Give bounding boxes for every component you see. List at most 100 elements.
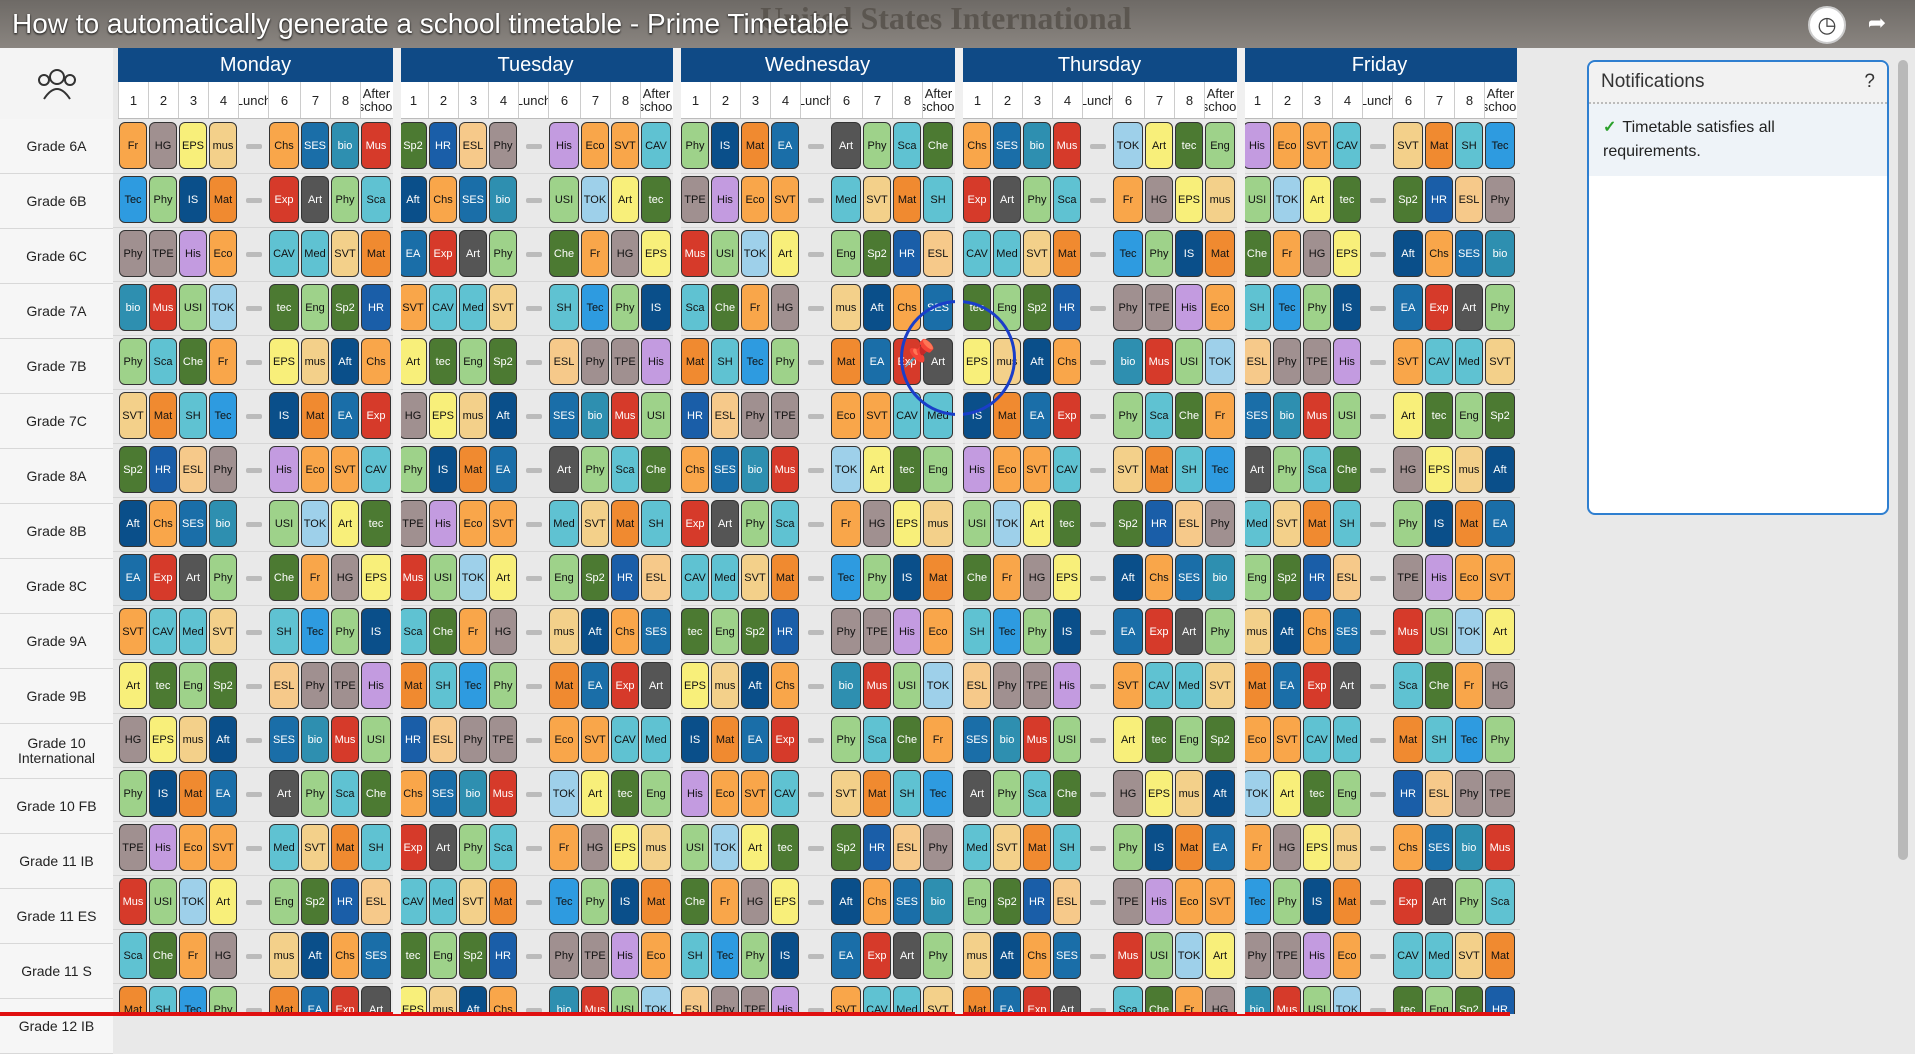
lesson-cell[interactable]: Che	[549, 230, 579, 277]
lesson-cell[interactable]: His	[681, 770, 709, 817]
lesson-cell[interactable]: EA	[399, 230, 427, 277]
lesson-cell[interactable]: SH	[549, 284, 579, 331]
lesson-cell[interactable]: Phy	[1113, 392, 1143, 439]
lesson-cell[interactable]: Sp2	[1023, 284, 1051, 331]
lesson-cell[interactable]: Phy	[1273, 878, 1301, 925]
grade-label[interactable]: Grade 11 ES	[0, 889, 113, 944]
lesson-cell[interactable]: TOK	[641, 986, 671, 1014]
lesson-cell[interactable]: IS	[711, 122, 739, 169]
lesson-cell[interactable]: Tec	[119, 176, 147, 223]
lesson-cell[interactable]: His	[1303, 932, 1331, 979]
lesson-cell[interactable]: TOK	[831, 446, 861, 493]
lesson-cell[interactable]: mus	[1243, 608, 1271, 655]
lesson-cell[interactable]: Phy	[711, 986, 739, 1014]
lesson-cell[interactable]: Exp	[963, 176, 991, 223]
lesson-cell[interactable]: TOK	[1113, 122, 1143, 169]
lesson-cell[interactable]: Phy	[1273, 338, 1301, 385]
lesson-cell[interactable]: Sp2	[301, 878, 329, 925]
lesson-cell[interactable]: TOK	[1205, 338, 1235, 385]
lesson-cell[interactable]: Tec	[581, 284, 609, 331]
lesson-cell[interactable]: ESL	[459, 122, 487, 169]
lesson-cell[interactable]: Eng	[1205, 122, 1235, 169]
lesson-cell[interactable]: His	[963, 446, 991, 493]
lesson-cell[interactable]: tec	[681, 608, 709, 655]
lesson-cell[interactable]: Exp	[1393, 878, 1423, 925]
lesson-cell[interactable]: Mus	[399, 554, 427, 601]
lesson-cell[interactable]: Med	[179, 608, 207, 655]
lesson-cell[interactable]: SVT	[119, 392, 147, 439]
lesson-cell[interactable]: TOK	[179, 878, 207, 925]
lesson-cell[interactable]: SH	[1455, 122, 1483, 169]
lesson-cell[interactable]: IS	[681, 716, 709, 763]
lesson-cell[interactable]: Eng	[641, 770, 671, 817]
lesson-cell[interactable]: Art	[1485, 608, 1515, 655]
lesson-cell[interactable]: Art	[459, 230, 487, 277]
lesson-cell[interactable]: Fr	[993, 554, 1021, 601]
lesson-cell[interactable]: EPS	[1333, 230, 1361, 277]
lesson-cell[interactable]: EPS	[429, 392, 457, 439]
lesson-cell[interactable]: ESL	[963, 662, 991, 709]
lesson-cell[interactable]: TOK	[1273, 176, 1301, 223]
lesson-cell[interactable]: Phy	[489, 122, 517, 169]
lesson-cell[interactable]: Mat	[489, 878, 517, 925]
lesson-cell[interactable]: Exp	[611, 662, 639, 709]
lesson-cell[interactable]: Phy	[489, 662, 517, 709]
lesson-cell[interactable]: EA	[1205, 824, 1235, 871]
day-header-monday[interactable]: Monday	[118, 48, 393, 82]
lesson-cell[interactable]: Aft	[489, 392, 517, 439]
lesson-cell[interactable]: Eng	[831, 230, 861, 277]
lesson-cell[interactable]: Eco	[711, 770, 739, 817]
lesson-cell[interactable]: Sca	[399, 608, 427, 655]
lesson-cell[interactable]: Mat	[331, 824, 359, 871]
lesson-cell[interactable]: Sca	[1485, 878, 1515, 925]
lesson-cell[interactable]: Aft	[1023, 338, 1051, 385]
lesson-cell[interactable]: Fr	[1455, 662, 1483, 709]
lesson-cell[interactable]: Mus	[1145, 338, 1173, 385]
lesson-cell[interactable]: SES	[1333, 608, 1361, 655]
lesson-cell[interactable]: Med	[641, 716, 671, 763]
lesson-cell[interactable]: mus	[923, 500, 953, 547]
lesson-cell[interactable]: Sp2	[581, 554, 609, 601]
lesson-cell[interactable]: Exp	[361, 392, 391, 439]
lesson-cell[interactable]: Sca	[893, 122, 921, 169]
lesson-cell[interactable]: Med	[429, 878, 457, 925]
lesson-cell[interactable]: SES	[893, 878, 921, 925]
lesson-cell[interactable]: USI	[963, 500, 991, 547]
lesson-cell[interactable]: Che	[361, 770, 391, 817]
lesson-cell[interactable]: mus	[963, 932, 991, 979]
lesson-cell[interactable]: SH	[429, 662, 457, 709]
lesson-cell[interactable]: Tec	[301, 608, 329, 655]
grade-label[interactable]: Grade 12 IB	[0, 999, 113, 1054]
lesson-cell[interactable]: Chs	[489, 986, 517, 1014]
lesson-cell[interactable]: Che	[1425, 662, 1453, 709]
lesson-cell[interactable]: Aft	[119, 500, 147, 547]
lesson-cell[interactable]: Exp	[1425, 284, 1453, 331]
lesson-cell[interactable]: SES	[1243, 392, 1271, 439]
lesson-cell[interactable]: Sp2	[1455, 986, 1483, 1014]
lesson-cell[interactable]: TPE	[489, 716, 517, 763]
lesson-cell[interactable]: Phy	[301, 662, 329, 709]
lesson-cell[interactable]: Phy	[1113, 824, 1143, 871]
lesson-cell[interactable]: ESL	[179, 446, 207, 493]
lesson-cell[interactable]: Phy	[209, 986, 237, 1014]
lesson-cell[interactable]: mus	[1175, 770, 1203, 817]
share-icon[interactable]: ➦	[1867, 10, 1887, 35]
lesson-cell[interactable]: TPE	[581, 932, 609, 979]
lesson-cell[interactable]: Med	[1243, 500, 1271, 547]
lesson-cell[interactable]: Mus	[1023, 716, 1051, 763]
lesson-cell[interactable]: Che	[1333, 446, 1361, 493]
lesson-cell[interactable]: TPE	[611, 338, 639, 385]
lesson-cell[interactable]: Mat	[611, 500, 639, 547]
lesson-cell[interactable]: EA	[1485, 500, 1515, 547]
lesson-cell[interactable]: USI	[1425, 608, 1453, 655]
lesson-cell[interactable]: bio	[1113, 338, 1143, 385]
lesson-cell[interactable]: HG	[1145, 176, 1173, 223]
lesson-cell[interactable]: Phy	[549, 932, 579, 979]
lesson-cell[interactable]: EA	[1023, 392, 1051, 439]
lesson-cell[interactable]: Tec	[993, 608, 1021, 655]
lesson-cell[interactable]: SES	[1425, 824, 1453, 871]
lesson-cell[interactable]: Exp	[331, 986, 359, 1014]
lesson-cell[interactable]: Phy	[923, 932, 953, 979]
lesson-cell[interactable]: Phy	[1485, 716, 1515, 763]
lesson-cell[interactable]: Art	[893, 932, 921, 979]
